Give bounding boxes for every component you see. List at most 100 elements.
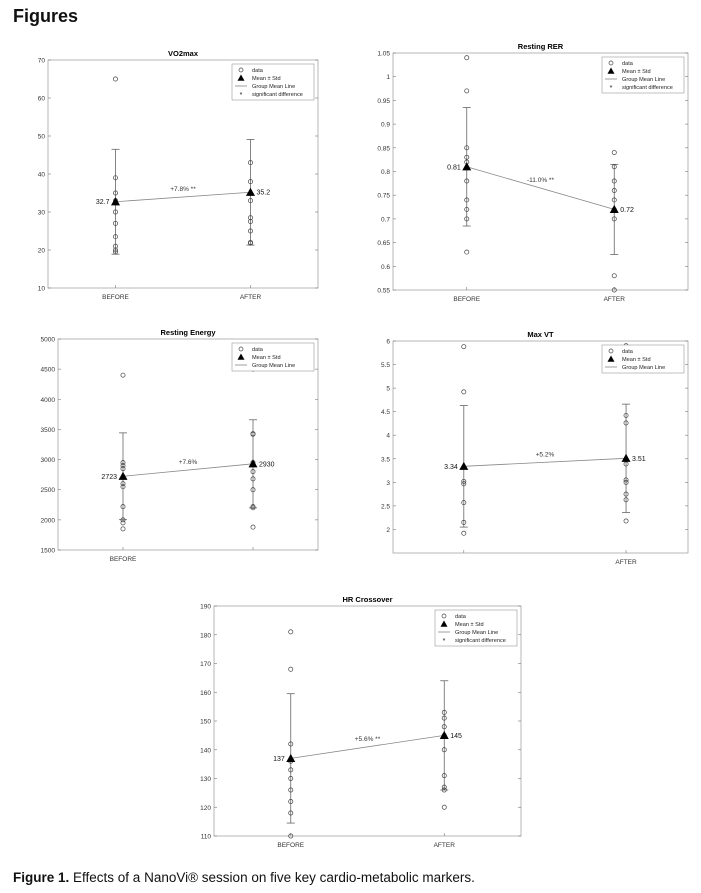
resting-rer-legend-label: significant difference (622, 85, 673, 91)
resting-rer-legend-label: Group Mean Line (622, 77, 665, 83)
hr-crossover-mean-marker (286, 753, 296, 762)
resting-rer-data-point (464, 249, 470, 255)
resting-rer-mean-marker (609, 204, 619, 214)
vo2max-data-point (113, 209, 118, 215)
resting-rer-chart: Resting RER 0.55 0.6 0.65 0.7 0.75 0.8 0.85 0.9 0… (365, 40, 695, 315)
max-vt-data-point (623, 491, 629, 497)
resting-rer-ytick-label: 0.85 (377, 145, 390, 152)
resting-energy-ytick-label: 2000 (41, 517, 56, 524)
hr-crossover-legend-data-symbol (441, 613, 447, 619)
hr-crossover-data-point (441, 724, 447, 730)
max-vt-ytick-label: 4.5 (381, 409, 390, 416)
resting-energy-data-point (120, 517, 126, 523)
resting-rer-data-point (611, 287, 617, 293)
vo2max-data-point (113, 243, 118, 249)
vo2max-data-point (113, 175, 118, 181)
resting-energy-ytick-label: 3500 (41, 427, 56, 434)
vo2max-ytick-label: 40 (38, 172, 46, 179)
resting-rer-data-point (464, 178, 470, 184)
hr-crossover-data-point (441, 787, 447, 793)
vo2max-ytick-label: 60 (38, 96, 46, 103)
resting-energy-legend-data-symbol (238, 346, 244, 352)
resting-energy-data-point (250, 524, 256, 530)
vo2max-change-label: +7.8% ** (170, 186, 196, 193)
max-vt-chart: Max VT 2 2.5 3 3.5 4 4.5 5 5.5 6 AFTER 3.34 3.51 +5.2… (365, 328, 695, 578)
hr-crossover-legend-mean-symbol (440, 620, 448, 627)
caption-label: Figure 1. (13, 870, 70, 885)
resting-energy-ytick-label: 5000 (41, 337, 56, 344)
hr-crossover-data-point (288, 799, 294, 804)
resting-energy-data-point (120, 526, 126, 532)
resting-energy-mean-marker (248, 459, 258, 468)
resting-energy-group-mean-line (122, 463, 254, 477)
resting-rer-ytick-label: 0.65 (377, 240, 390, 247)
max-vt-chart-svg: Max VT 2 2.5 3 3.5 4 4.5 5 5.5 6 AFTER 3.34 3.51 +5.2… (381, 330, 689, 566)
max-vt-data-point (623, 477, 629, 483)
max-vt-legend-box (601, 344, 685, 374)
max-vt-legend-label: data (622, 349, 634, 355)
hr-crossover-data-point (288, 787, 294, 793)
resting-energy-data-point (120, 481, 126, 487)
vo2max-ytick-label: 10 (38, 286, 46, 293)
vo2max-data-point (248, 160, 253, 166)
hr-crossover-legend-label: data (455, 614, 467, 620)
resting-energy-ytick-label: 4500 (41, 367, 56, 374)
max-vt-ytick-label: 5.5 (381, 362, 390, 369)
hr-crossover-legend-label: Mean ± Std (455, 622, 484, 628)
hr-crossover-data-point (441, 773, 447, 779)
hr-crossover-xtick-label: BEFORE (277, 842, 304, 849)
max-vt-ytick-label: 5 (386, 386, 390, 393)
max-vt-legend-data-symbol (608, 348, 614, 354)
resting-rer-data-point (611, 188, 617, 193)
resting-rer-data-point (611, 273, 617, 279)
vo2max-data-point (113, 190, 118, 196)
resting-rer-legend-label: Mean ± Std (622, 69, 651, 75)
vo2max-data-point (248, 198, 253, 204)
hr-crossover-ytick-label: 180 (200, 632, 211, 639)
resting-rer-legend-star-symbol: * (610, 85, 613, 92)
max-vt-ytick-label: 6 (386, 339, 390, 346)
hr-crossover-mean-label: 137 (273, 756, 285, 763)
resting-rer-mean-label: 0.81 (447, 164, 461, 171)
hr-crossover-data-point (288, 741, 294, 747)
hr-crossover-legend-star-symbol: * (443, 638, 446, 645)
resting-energy-chart: Resting Energy 1500 2000 2500 3000 3500 4000 45… (20, 325, 325, 575)
resting-rer-data-point (464, 216, 470, 222)
max-vt-data-point (623, 479, 629, 485)
resting-rer-ytick-label: 1 (386, 74, 390, 81)
vo2max-legend-star-symbol: * (240, 92, 243, 99)
hr-crossover-ytick-label: 160 (200, 690, 211, 697)
hr-crossover-title: HR Crossover (342, 595, 392, 604)
max-vt-data-point (623, 412, 629, 418)
resting-energy-mean-label: 2930 (259, 461, 275, 468)
caption-text: Effects of a NanoVi® session on five key… (73, 870, 475, 885)
resting-rer-data-point (611, 178, 617, 184)
vo2max-legend-label: Group Mean Line (252, 84, 295, 90)
hr-crossover-data-point (441, 784, 447, 790)
resting-rer-ytick-label: 0.9 (381, 122, 390, 129)
resting-rer-ytick-label: 0.95 (377, 98, 390, 105)
page-heading: Figures (13, 6, 79, 26)
resting-energy-data-point (250, 505, 256, 511)
resting-rer-chart-svg: Resting RER 0.55 0.6 0.65 0.7 0.75 0.8 0.85 0.9 0… (377, 42, 689, 303)
resting-energy-ytick-label: 3000 (41, 457, 56, 464)
resting-energy-mean-label: 2723 (101, 474, 117, 481)
max-vt-mean-label: 3.51 (632, 456, 646, 463)
hr-crossover-legend-label: significant difference (455, 638, 506, 644)
resting-energy-data-point (120, 484, 126, 490)
vo2max-data-point (113, 247, 118, 253)
vo2max-mean-label: 35.2 (257, 190, 271, 197)
hr-crossover-ytick-label: 110 (201, 834, 212, 841)
resting-rer-data-point (464, 145, 470, 151)
resting-energy-chart-svg: Resting Energy 1500 2000 2500 3000 3500 4000 45… (41, 328, 319, 563)
vo2max-data-point (113, 220, 118, 226)
hr-crossover-data-point (441, 747, 447, 753)
vo2max-title: VO2max (168, 49, 199, 58)
max-vt-ytick-label: 4 (386, 433, 390, 440)
resting-rer-data-point (611, 216, 617, 222)
vo2max-ytick-label: 20 (38, 248, 46, 255)
hr-crossover-ytick-label: 170 (200, 661, 211, 668)
resting-energy-legend-label: data (252, 347, 264, 353)
vo2max-mean-label: 32.7 (96, 199, 110, 206)
vo2max-ytick-label: 30 (38, 210, 46, 217)
